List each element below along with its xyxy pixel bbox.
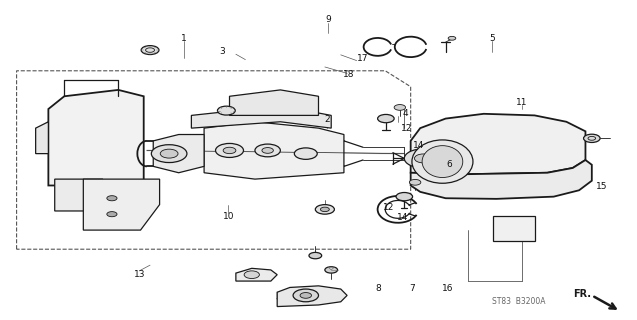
Text: 17: 17: [357, 53, 369, 62]
Text: 2: 2: [324, 115, 329, 124]
Text: 3: 3: [219, 47, 225, 56]
Circle shape: [315, 204, 334, 214]
Text: 12: 12: [401, 124, 412, 133]
Circle shape: [152, 145, 187, 163]
Polygon shape: [36, 122, 48, 154]
Circle shape: [410, 180, 421, 185]
Polygon shape: [191, 106, 331, 128]
Text: 13: 13: [134, 269, 145, 279]
Polygon shape: [48, 90, 144, 186]
Circle shape: [378, 115, 394, 123]
Text: 14: 14: [397, 213, 408, 222]
Text: 14: 14: [413, 141, 424, 150]
Circle shape: [223, 147, 236, 154]
Text: 10: 10: [222, 212, 234, 221]
Circle shape: [161, 149, 178, 158]
Text: 18: 18: [343, 70, 355, 79]
Circle shape: [325, 267, 338, 273]
Text: 12: 12: [383, 203, 394, 212]
Text: 1: 1: [181, 35, 187, 44]
Circle shape: [300, 292, 311, 298]
Text: 5: 5: [489, 35, 495, 44]
Circle shape: [107, 212, 117, 217]
Circle shape: [244, 271, 259, 278]
Text: 8: 8: [375, 284, 381, 292]
Circle shape: [107, 196, 117, 201]
Polygon shape: [204, 122, 344, 179]
Polygon shape: [236, 268, 277, 281]
Polygon shape: [83, 179, 160, 230]
Text: 6: 6: [446, 160, 452, 169]
Circle shape: [394, 105, 406, 110]
Circle shape: [215, 143, 243, 157]
Text: 4: 4: [402, 109, 408, 118]
Polygon shape: [55, 179, 112, 211]
Polygon shape: [411, 114, 585, 174]
Circle shape: [293, 289, 318, 302]
Text: ST83  B3200A: ST83 B3200A: [492, 297, 545, 306]
Circle shape: [396, 193, 413, 201]
Ellipse shape: [422, 146, 463, 178]
Circle shape: [448, 36, 456, 40]
Text: 7: 7: [410, 284, 415, 292]
Circle shape: [404, 149, 443, 168]
Polygon shape: [229, 90, 318, 116]
Circle shape: [217, 106, 235, 115]
Circle shape: [320, 207, 329, 212]
Circle shape: [415, 154, 433, 163]
Polygon shape: [411, 160, 592, 199]
Circle shape: [294, 148, 317, 159]
Circle shape: [583, 134, 600, 142]
Circle shape: [255, 144, 280, 157]
Text: 15: 15: [596, 182, 607, 191]
Text: FR.: FR.: [573, 290, 590, 300]
Circle shape: [309, 252, 322, 259]
Polygon shape: [154, 134, 204, 173]
Text: 11: 11: [516, 98, 527, 107]
Polygon shape: [277, 286, 347, 307]
Bar: [493, 216, 534, 241]
Text: 16: 16: [442, 284, 454, 292]
Text: 9: 9: [325, 15, 331, 24]
Circle shape: [141, 46, 159, 54]
Circle shape: [262, 148, 273, 153]
Ellipse shape: [412, 140, 473, 183]
